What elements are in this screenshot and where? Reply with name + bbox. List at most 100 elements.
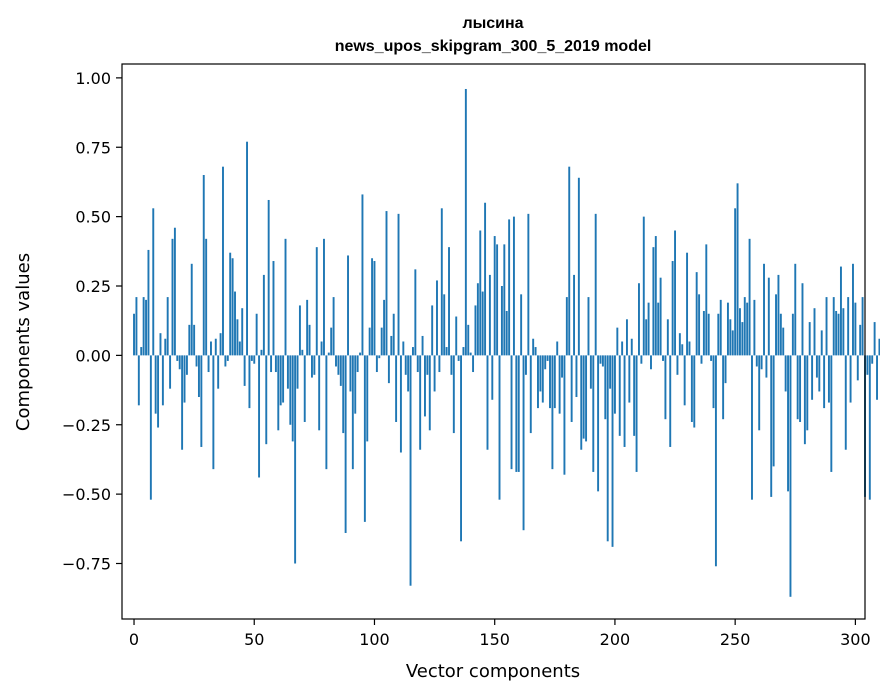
bar-89: [347, 255, 349, 356]
bar-118: [416, 355, 419, 373]
bar-154: [503, 244, 506, 356]
bar-276: [796, 355, 799, 420]
bar-287: [823, 355, 826, 409]
y-tick-label: 0.50: [75, 208, 111, 227]
bar-104: [383, 299, 386, 356]
bar-127: [438, 355, 441, 373]
y-axis-ticks: −0.75 −0.50 −0.25 0.00 0.25 0.50 0.75 1.00: [62, 69, 122, 574]
bar-14: [166, 297, 169, 356]
bar-285: [818, 355, 821, 392]
bar-141: [472, 355, 475, 373]
bar-171: [544, 355, 547, 370]
bar-208: [633, 355, 636, 436]
bar-299: [852, 263, 854, 356]
bar-255: [746, 302, 749, 356]
bar-269: [779, 313, 782, 356]
bar-253: [741, 322, 744, 356]
bar-128: [440, 208, 443, 356]
bar-100: [373, 261, 376, 356]
bar-306: [868, 355, 871, 500]
bar-230: [686, 252, 689, 356]
bar-180: [565, 297, 568, 356]
bar-249: [731, 330, 734, 356]
bar-115: [409, 355, 412, 586]
y-tick-label: −0.25: [62, 416, 111, 435]
bar-167: [534, 347, 537, 356]
bar-190: [589, 355, 592, 389]
bar-110: [397, 213, 400, 356]
bar-268: [777, 274, 780, 356]
bar-58: [272, 261, 275, 356]
bar-20: [181, 355, 184, 450]
bar-40: [229, 252, 232, 356]
bar-129: [443, 294, 446, 356]
bar-307: [871, 355, 874, 364]
bar-247: [726, 302, 729, 356]
bar-272: [787, 355, 790, 492]
bar-16: [171, 238, 174, 356]
bar-88: [344, 355, 347, 533]
bar-271: [784, 355, 787, 392]
bar-159: [515, 355, 518, 472]
bar-241: [712, 355, 715, 409]
x-axis-label: Vector components: [406, 661, 580, 682]
bar-145: [481, 291, 484, 356]
bar-199: [611, 355, 614, 547]
bar-242: [714, 355, 717, 567]
bar-69: [298, 305, 301, 356]
bar-203: [621, 341, 624, 356]
bar-156: [508, 219, 511, 356]
bar-151: [496, 244, 499, 356]
bar-155: [505, 310, 508, 356]
bar-72: [306, 299, 309, 356]
bar-7: [149, 355, 152, 500]
bar-90: [349, 355, 352, 392]
bar-60: [277, 355, 280, 431]
bar-297: [847, 297, 850, 356]
bar-84: [335, 355, 337, 367]
y-tick-label: −0.75: [62, 555, 111, 574]
bar-36: [219, 333, 222, 356]
bar-15: [169, 355, 172, 389]
bar-258: [753, 299, 756, 356]
bar-0: [133, 313, 135, 356]
bar-182: [570, 355, 573, 422]
bar-163: [525, 355, 527, 375]
bar-274: [791, 313, 794, 356]
bar-254: [743, 297, 746, 356]
bar-142: [474, 305, 477, 356]
bar-270: [782, 327, 785, 356]
bar-214: [647, 302, 650, 356]
bar-239: [707, 313, 710, 356]
bar-139: [467, 324, 470, 356]
y-tick-label: −0.50: [62, 485, 111, 504]
bar-250: [734, 208, 737, 356]
y-axis-label: Components values: [13, 253, 34, 431]
bar-202: [618, 355, 621, 436]
bar-153: [500, 286, 503, 356]
bar-41: [231, 258, 234, 356]
bar-256: [748, 238, 751, 356]
bar-132: [450, 355, 453, 375]
bar-83: [332, 297, 335, 356]
bar-305: [866, 355, 869, 375]
bar-303: [861, 297, 864, 356]
bar-47: [246, 141, 248, 356]
bar-124: [431, 305, 434, 356]
bar-210: [638, 283, 640, 356]
bar-237: [702, 310, 705, 356]
y-tick-label: 0.25: [75, 277, 111, 296]
bar-79: [323, 238, 325, 356]
bar-170: [541, 355, 544, 403]
bar-135: [457, 355, 460, 361]
bar-65: [289, 355, 292, 425]
bar-238: [705, 244, 708, 356]
bar-277: [799, 355, 802, 422]
bar-67: [294, 355, 297, 564]
bar-114: [407, 355, 410, 392]
bar-55: [265, 355, 268, 445]
bar-134: [455, 316, 458, 356]
bar-279: [803, 355, 806, 445]
x-tick-label: 150: [479, 630, 510, 649]
bar-296: [844, 355, 847, 450]
